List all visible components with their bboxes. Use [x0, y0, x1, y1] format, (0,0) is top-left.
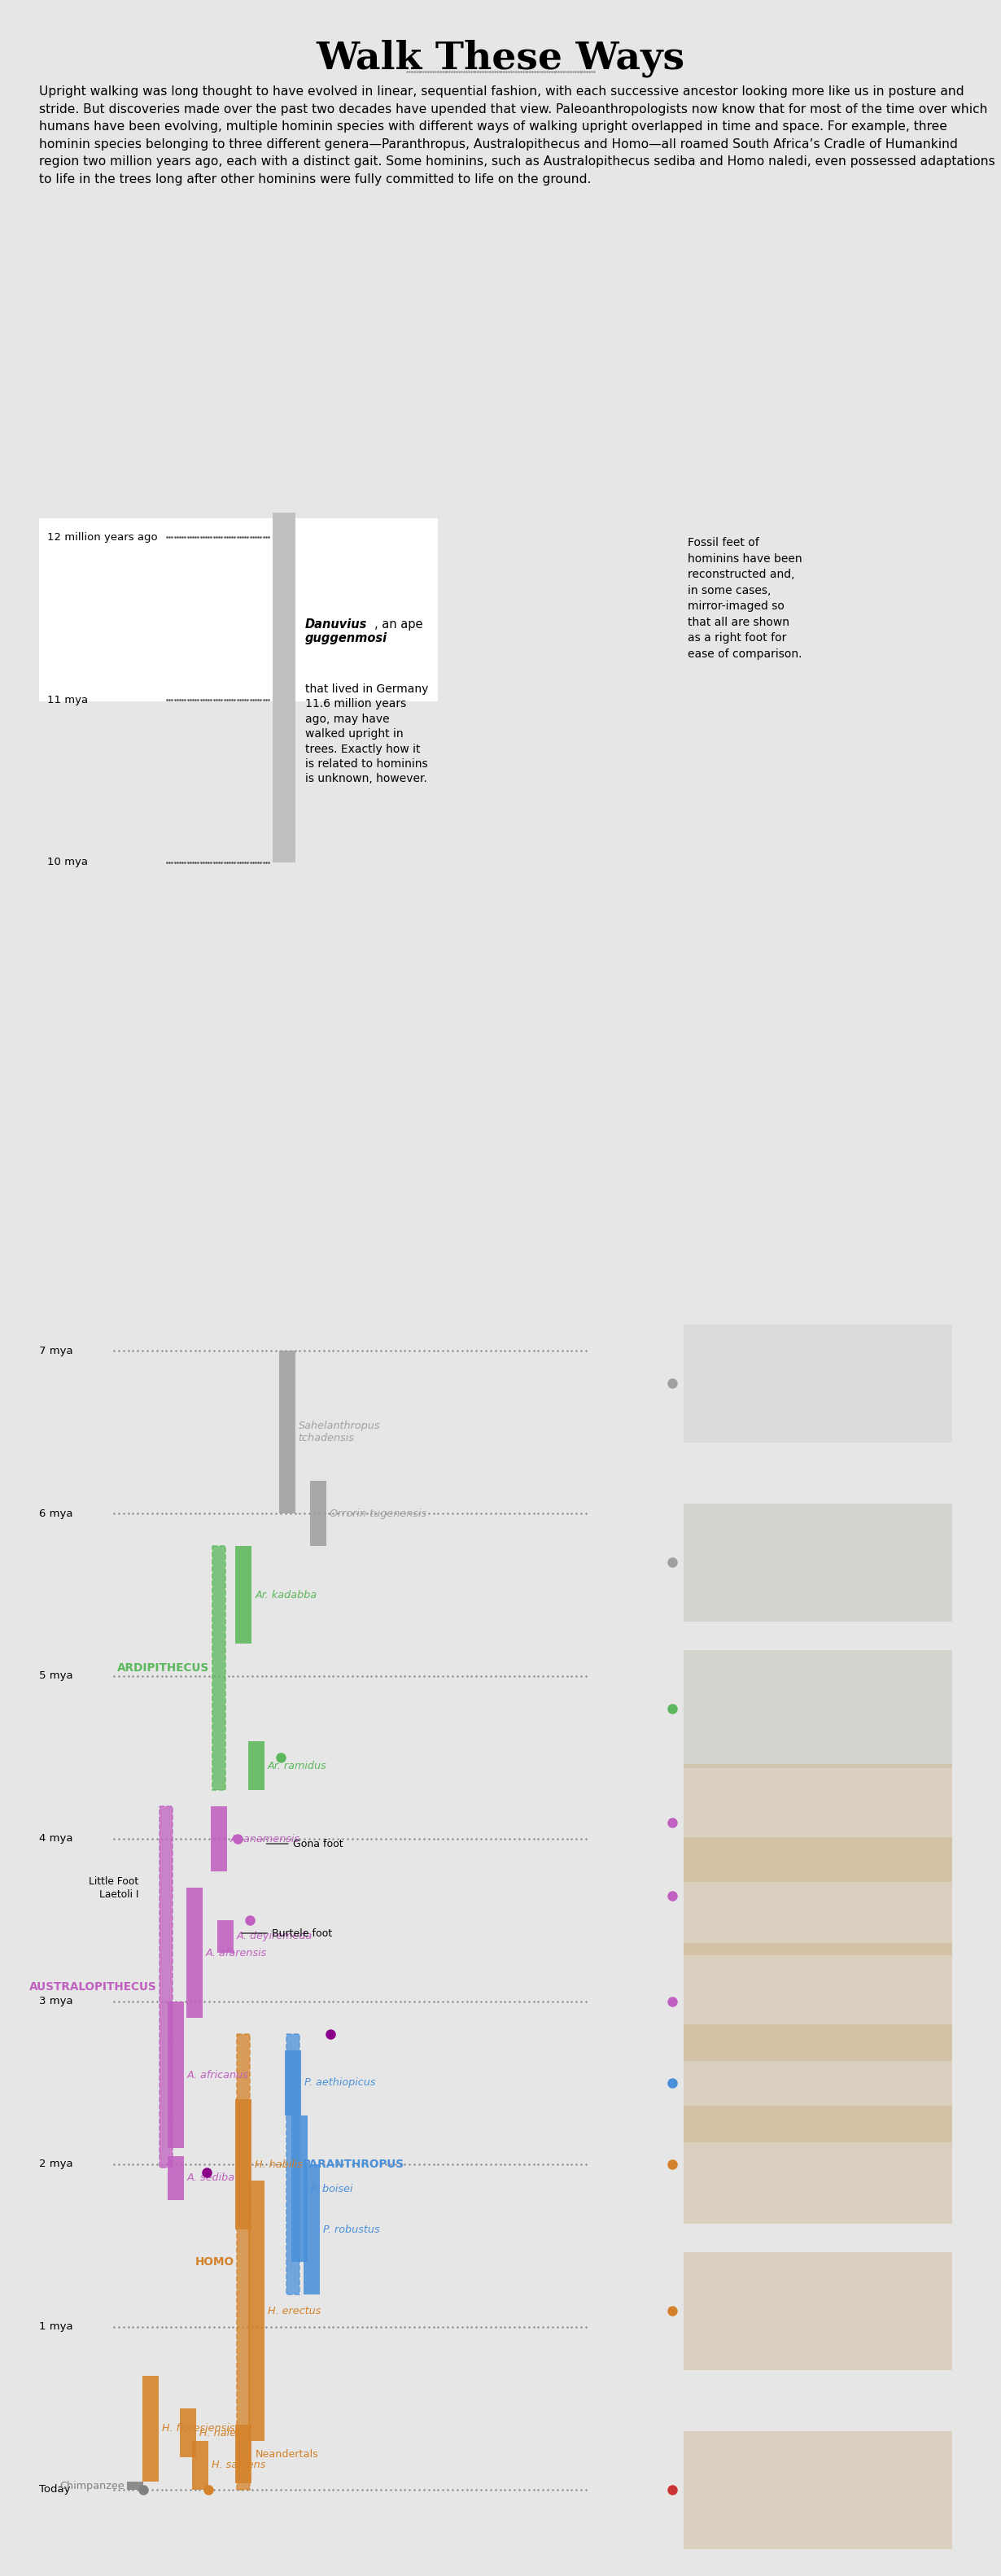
Text: Today: Today [39, 2483, 70, 2496]
Text: H. sapiens: H. sapiens [212, 2460, 266, 2470]
Bar [684, 1942, 952, 2061]
Bar [684, 2025, 952, 2141]
Bar [186, 1888, 202, 2017]
Bar [235, 2099, 252, 2228]
Text: Sahelanthropus
tchadensis: Sahelanthropus tchadensis [298, 1419, 380, 1443]
Text: H. floresiensis: H. floresiensis [162, 2424, 235, 2434]
Text: Fossil feet of
hominins have been
reconstructed and,
in some cases,
mirror-image: Fossil feet of hominins have been recons… [688, 536, 802, 659]
Text: 1 mya: 1 mya [39, 2321, 73, 2331]
Text: Orrorin tugenensis: Orrorin tugenensis [329, 1507, 426, 1520]
Text: A. afarensis: A. afarensis [205, 1947, 267, 1958]
Bar [217, 1919, 233, 1953]
Text: 3 mya: 3 mya [39, 1996, 73, 2007]
Bar [212, 1546, 225, 1790]
Bar [303, 2164, 320, 2295]
Text: A. deyiremeda: A. deyiremeda [236, 1932, 312, 1942]
Text: H. erectus: H. erectus [267, 2306, 320, 2316]
Bar [248, 1741, 264, 1790]
Text: PARANTHROPUS: PARANTHROPUS [303, 2159, 404, 2169]
Text: H. habilis: H. habilis [255, 2159, 303, 2169]
Text: ARDIPITHECUS: ARDIPITHECUS [117, 1662, 209, 1674]
Text: 12 million years ago: 12 million years ago [47, 531, 157, 544]
Text: Chimpanzee: Chimpanzee [59, 2481, 124, 2491]
Text: Burtele foot: Burtele foot [241, 1927, 332, 1940]
Text: 7 mya: 7 mya [39, 1345, 73, 1355]
Bar [291, 2115, 307, 2262]
Bar [167, 2156, 184, 2200]
Text: 10 mya: 10 mya [47, 858, 88, 868]
Text: 6 mya: 6 mya [39, 1507, 73, 1520]
Text: Danuvius
guggenmosi: Danuvius guggenmosi [305, 618, 387, 644]
Text: 11 mya: 11 mya [47, 696, 88, 706]
Bar [684, 1765, 952, 1880]
Text: , an ape: , an ape [374, 618, 422, 631]
Bar [192, 2442, 208, 2491]
Text: Little Foot
Laetoli I: Little Foot Laetoli I [88, 1875, 138, 1899]
Bar [127, 2481, 143, 2491]
Bar [272, 513, 295, 863]
Text: that lived in Germany
11.6 million years
ago, may have
walked upright in
trees. : that lived in Germany 11.6 million years… [305, 683, 428, 786]
Text: H. naledi: H. naledi [199, 2427, 245, 2437]
Bar [684, 2105, 952, 2223]
Bar [684, 1504, 952, 1620]
Text: A. anamensis: A. anamensis [230, 1834, 300, 1844]
Text: 5 mya: 5 mya [39, 1672, 73, 1682]
Text: 4 mya: 4 mya [39, 1834, 73, 1844]
Bar [143, 2375, 159, 2481]
Bar [309, 1481, 326, 1546]
Text: A. africanus: A. africanus [187, 2069, 249, 2079]
Text: Ar. kadabba: Ar. kadabba [255, 1589, 317, 1600]
Bar [180, 2409, 196, 2458]
Text: 2 mya: 2 mya [39, 2159, 73, 2169]
Bar [684, 1649, 952, 1767]
Text: Ar. ramidus: Ar. ramidus [267, 1759, 326, 1770]
Bar [160, 1806, 173, 2166]
Text: Upright walking was long thought to have evolved in linear, sequential fashion, : Upright walking was long thought to have… [39, 85, 995, 185]
Bar [235, 1546, 252, 1643]
Bar [211, 1806, 227, 1870]
Bar [285, 2050, 301, 2115]
Bar [684, 1837, 952, 1955]
Bar [39, 518, 437, 701]
Text: P. boisei: P. boisei [310, 2184, 352, 2195]
Bar [237, 2035, 250, 2491]
Text: P. robustus: P. robustus [323, 2223, 379, 2233]
Bar [684, 2432, 952, 2548]
Text: AUSTRALOPITHECUS: AUSTRALOPITHECUS [29, 1981, 156, 1994]
Text: HOMO: HOMO [195, 2257, 234, 2267]
Bar [684, 1324, 952, 1443]
Bar [279, 1350, 295, 1512]
Bar [684, 2251, 952, 2370]
Bar [235, 2424, 252, 2483]
Bar [248, 2179, 264, 2442]
Text: Neandertals: Neandertals [255, 2450, 318, 2460]
Text: Gona foot: Gona foot [266, 1839, 342, 1850]
Text: P. aethiopicus: P. aethiopicus [304, 2079, 375, 2089]
Bar [167, 2002, 184, 2148]
Bar [286, 2035, 299, 2295]
Text: A. sediba: A. sediba [187, 2172, 235, 2184]
Text: Walk These Ways: Walk These Ways [316, 39, 685, 77]
